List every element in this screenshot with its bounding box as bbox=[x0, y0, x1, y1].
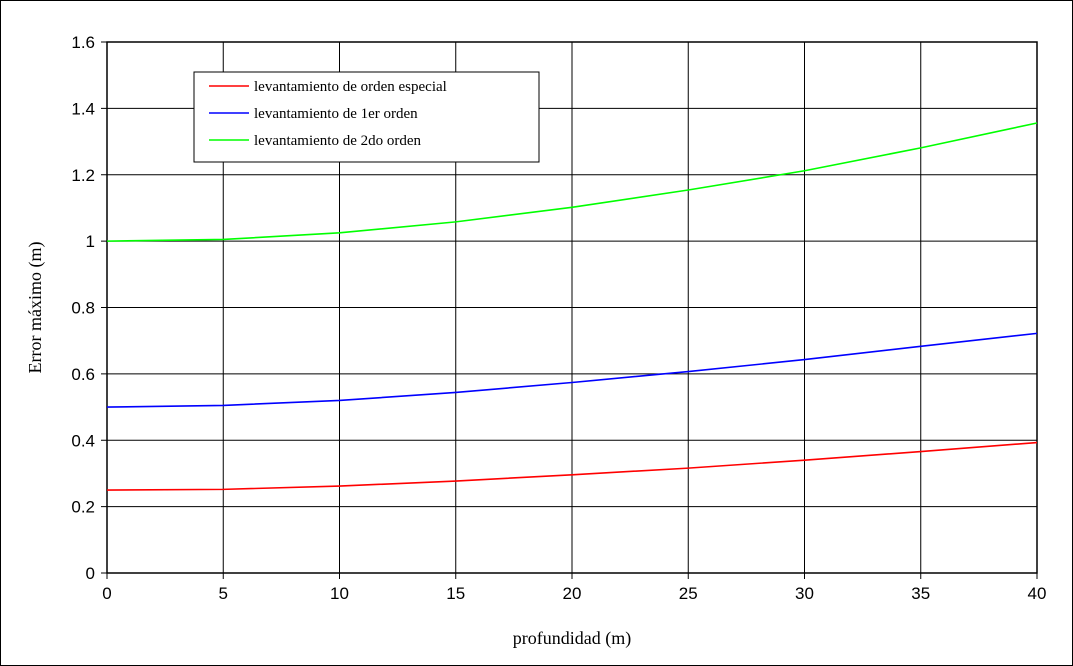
x-tick-label: 15 bbox=[446, 584, 465, 603]
y-tick-label: 1 bbox=[86, 232, 95, 251]
legend-label: levantamiento de 2do orden bbox=[254, 133, 422, 149]
x-tick-label: 5 bbox=[219, 584, 228, 603]
y-tick-label: 0.2 bbox=[71, 498, 95, 517]
x-tick-label: 30 bbox=[795, 584, 814, 603]
x-tick-label: 20 bbox=[563, 584, 582, 603]
x-tick-label: 10 bbox=[330, 584, 349, 603]
x-tick-label: 0 bbox=[102, 584, 111, 603]
y-tick-label: 0 bbox=[86, 564, 95, 583]
y-axis-ticks: 0 0.2 0.4 0.6 0.8 1 1.2 1.4 1.6 bbox=[71, 33, 107, 583]
x-tick-label: 35 bbox=[911, 584, 930, 603]
legend-box bbox=[193, 71, 540, 163]
y-axis-label: Error máximo (m) bbox=[25, 242, 46, 374]
y-tick-label: 0.4 bbox=[71, 431, 95, 450]
y-tick-label: 0.6 bbox=[71, 365, 95, 384]
series-line-0 bbox=[106, 441, 1038, 491]
y-tick-label: 1.6 bbox=[71, 33, 95, 52]
y-tick-label: 1.2 bbox=[71, 166, 95, 185]
legend: levantamiento de orden especial levantami… bbox=[193, 71, 540, 163]
x-tick-label: 25 bbox=[679, 584, 698, 603]
series-line-1 bbox=[106, 332, 1038, 408]
x-tick-label: 40 bbox=[1028, 584, 1047, 603]
y-tick-label: 1.4 bbox=[71, 99, 95, 118]
y-tick-label: 0.8 bbox=[71, 299, 95, 318]
x-axis-ticks: 0 5 10 15 20 25 30 35 40 bbox=[102, 573, 1046, 603]
series-line-2 bbox=[106, 122, 1038, 242]
series-lines bbox=[106, 122, 1038, 491]
legend-label: levantamiento de orden especial bbox=[254, 79, 447, 95]
x-axis-label: profundidad (m) bbox=[513, 628, 631, 649]
legend-label: levantamiento de 1er orden bbox=[254, 106, 418, 122]
